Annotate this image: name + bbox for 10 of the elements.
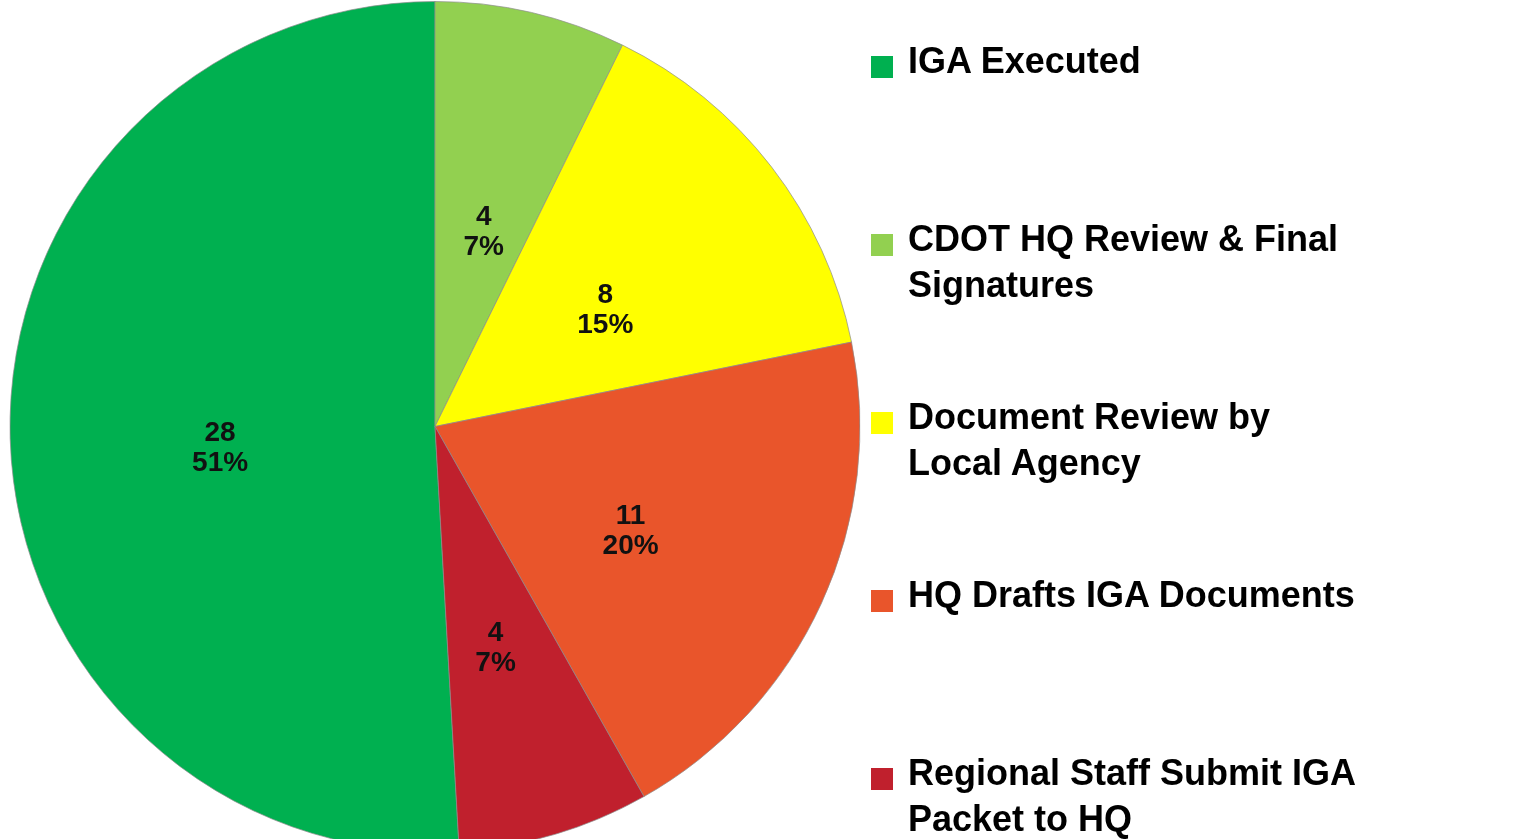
legend-label: HQ Drafts IGA Documents [908,574,1355,615]
data-label: 11 20% [602,498,659,560]
legend-label: CDOT HQ Review & Final Signatures [908,218,1339,305]
legend-label: Document Review by Local Agency [908,396,1271,483]
data-label: 28 51% [192,415,249,477]
legend-label: Regional Staff Submit IGA Packet to HQ [908,752,1357,839]
data-label: 8 15% [577,278,634,340]
data-label: 4 7% [463,200,505,262]
data-label: 4 7% [475,615,516,677]
legend-label: IGA Executed [908,40,1141,81]
